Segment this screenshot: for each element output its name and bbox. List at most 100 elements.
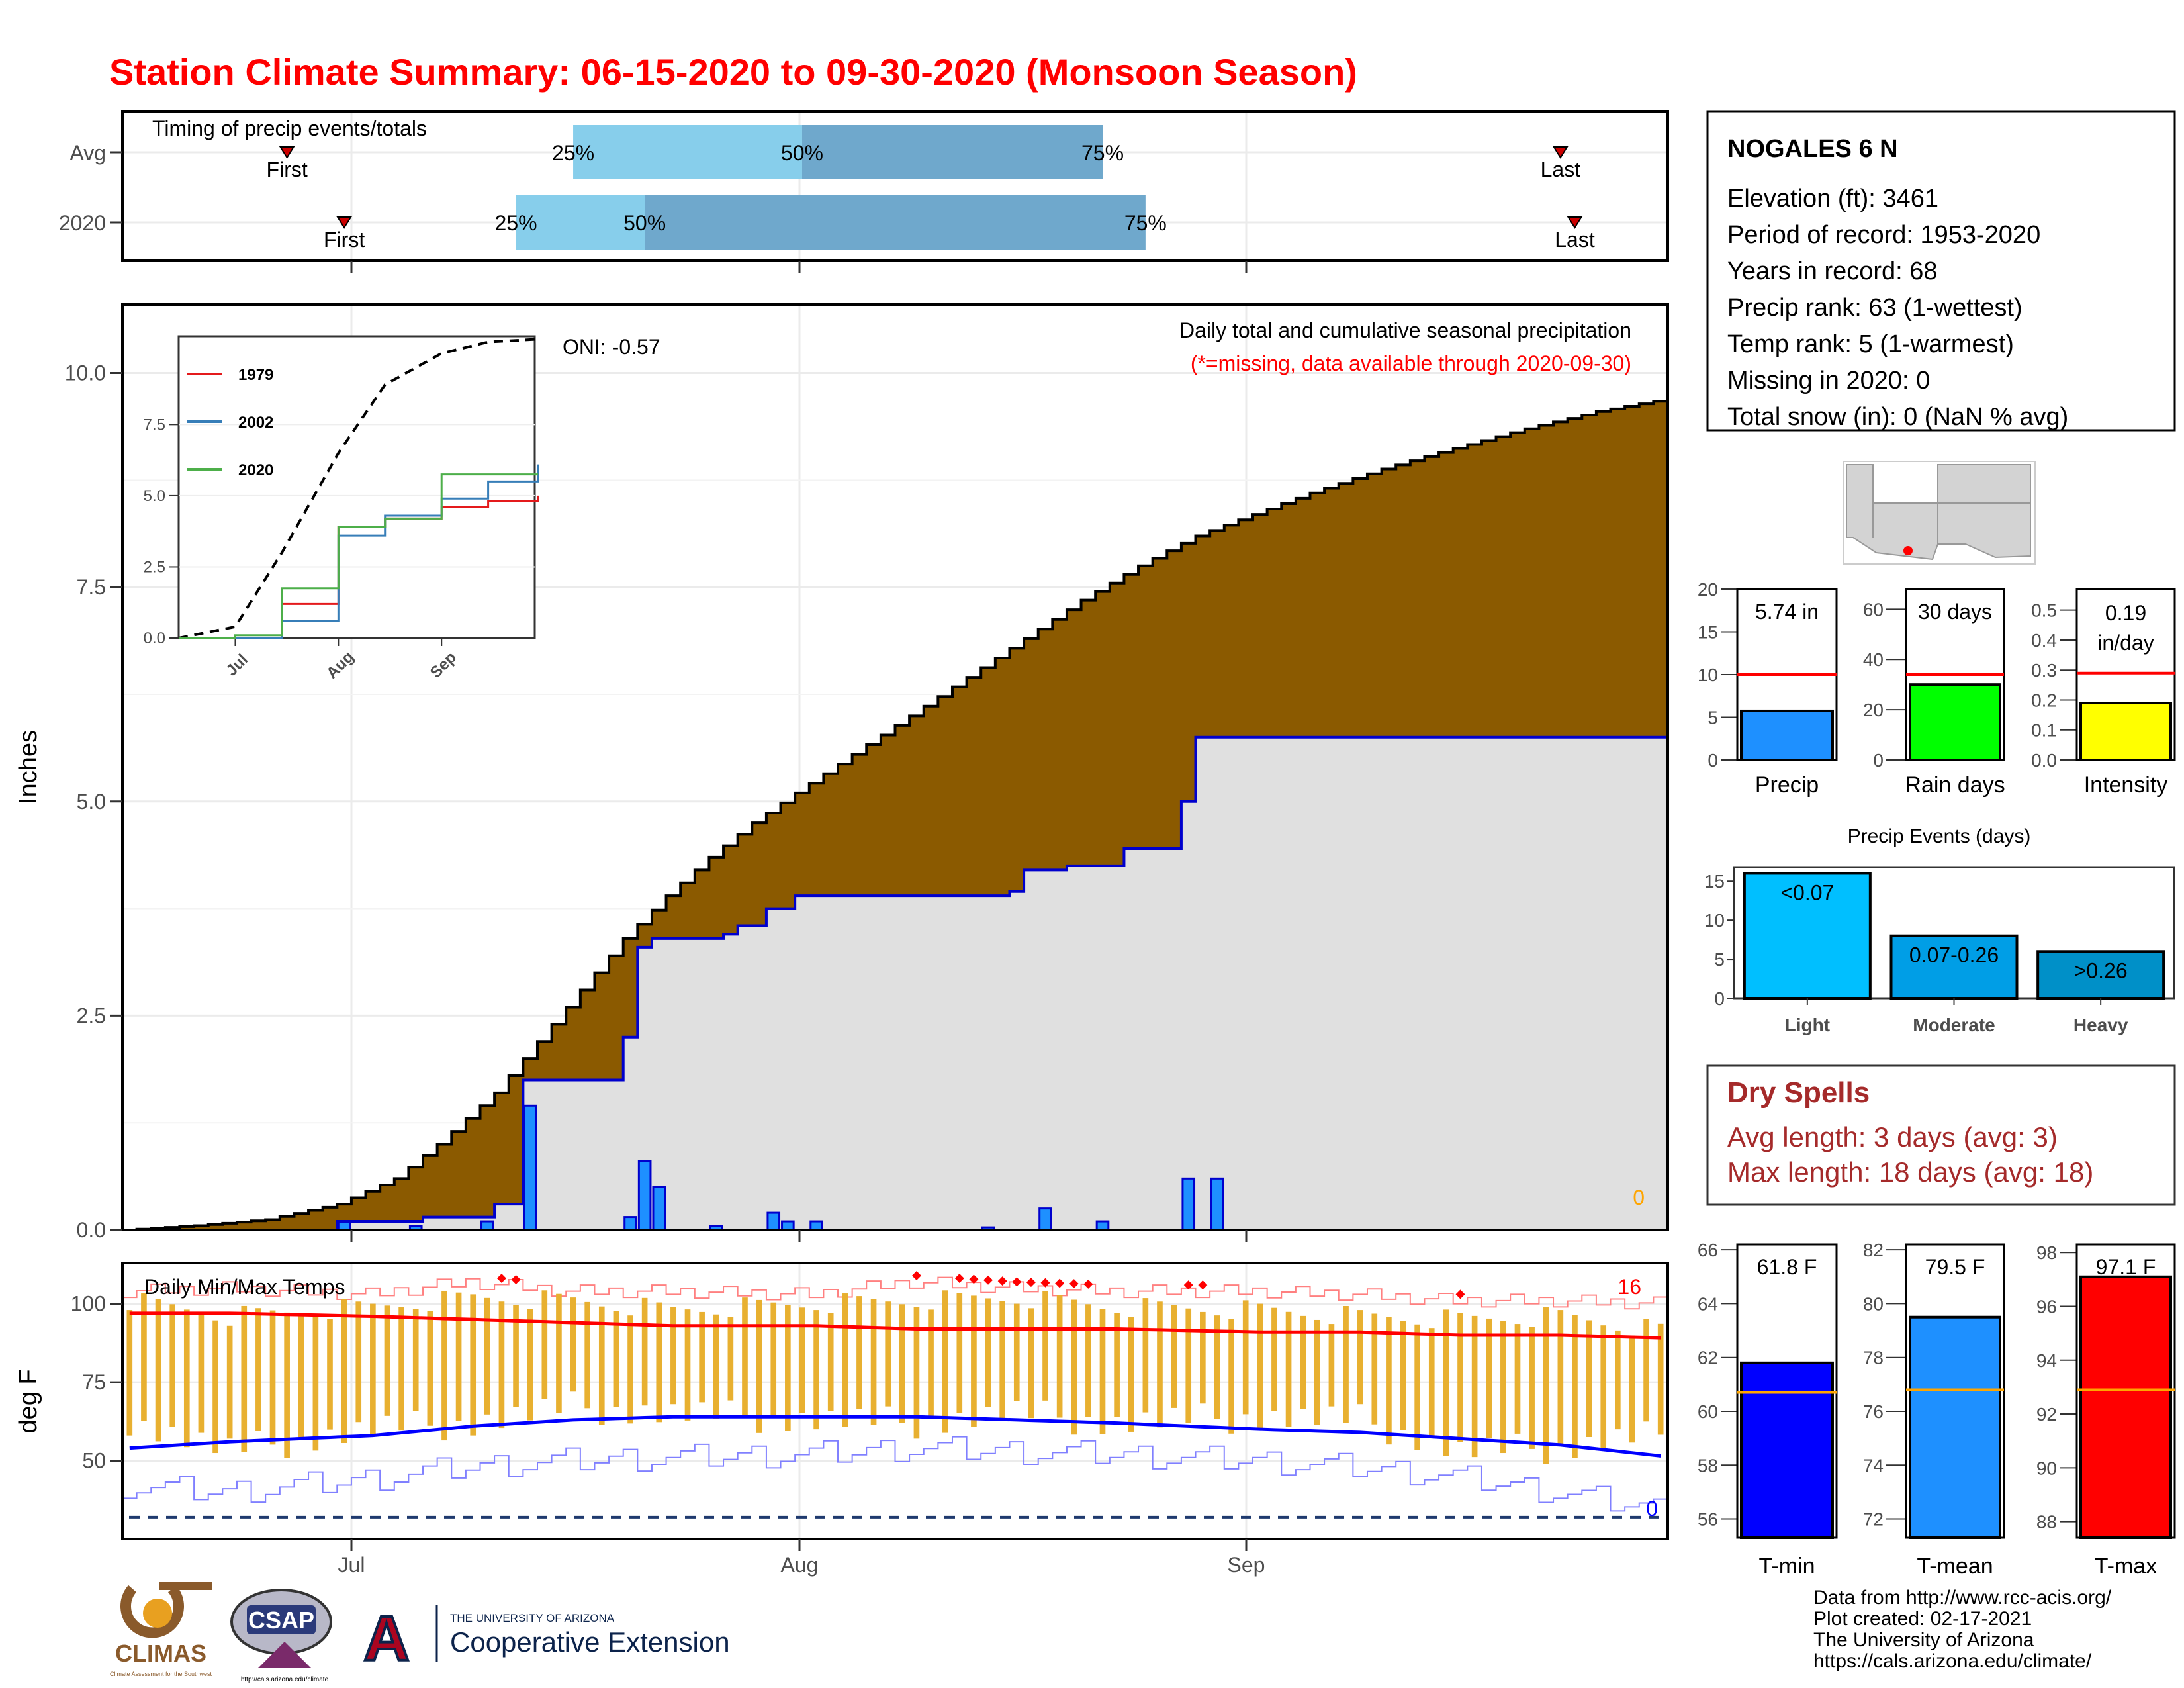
daily-temp-bar xyxy=(298,1315,304,1437)
daily-temp-bar xyxy=(441,1290,447,1441)
daily-temp-bar xyxy=(384,1305,390,1416)
cumulative-2020-line xyxy=(122,735,1668,1231)
gauge-tick: 82 xyxy=(1863,1240,1884,1260)
record-high-marker xyxy=(1455,1289,1465,1299)
gauge-label: Rain days xyxy=(1905,773,2005,798)
oni-value: ONI: -0.57 xyxy=(563,335,660,359)
gauge-value: 30 days xyxy=(1918,600,1992,624)
gauge-tick: 20 xyxy=(1863,700,1884,720)
daily-precip-bar xyxy=(623,1216,637,1231)
y-axis-title-inches: Inches xyxy=(15,730,42,804)
timing-marker-first xyxy=(336,216,352,229)
gauge-bar xyxy=(1740,1361,1834,1539)
y-tick-degf: 75 xyxy=(82,1370,106,1394)
daily-temp-bar xyxy=(1486,1318,1492,1438)
gauge-value: 5.74 in xyxy=(1755,600,1819,624)
y-tick-degf: 50 xyxy=(82,1449,106,1473)
gauge-tick: 66 xyxy=(1698,1240,1718,1260)
gauge-tick: 56 xyxy=(1698,1509,1718,1530)
daily-temp-bar xyxy=(370,1303,376,1436)
record-high-marker xyxy=(1083,1279,1093,1289)
daily-temp-bar xyxy=(241,1305,248,1452)
daily-temp-bar xyxy=(1214,1315,1220,1419)
daily-temp-bar xyxy=(885,1301,891,1407)
gauge-tick: 10 xyxy=(1698,665,1718,685)
logo-climas: CLIMAS Climate Assessment for the Southw… xyxy=(110,1582,212,1677)
daily-temp-bar xyxy=(284,1312,290,1458)
daily-precip-bar xyxy=(652,1186,666,1231)
daily-temp-bar xyxy=(269,1310,276,1445)
timing-label-p75: 75% xyxy=(1124,211,1167,235)
x-tick-aug: Aug xyxy=(781,1553,819,1577)
station-line-snow: Total snow (in): 0 (NaN % avg) xyxy=(1727,403,2068,431)
gauge-value: 97.1 F xyxy=(2096,1255,2156,1279)
precip-chart: Daily total and cumulative seasonal prec… xyxy=(15,303,1669,1242)
daily-temp-bar xyxy=(1171,1305,1177,1408)
gauge-label: T-mean xyxy=(1917,1554,1993,1579)
daily-precip-bar xyxy=(523,1104,537,1231)
footer-line-url: https://cals.arizona.edu/climate/ xyxy=(1813,1650,2092,1672)
station-line-precip-rank: Precip rank: 63 (1-wettest) xyxy=(1727,294,2023,322)
daily-temp-bar xyxy=(398,1307,404,1431)
gauge-bar xyxy=(1909,1315,2001,1539)
record-high-count: 16 xyxy=(1617,1275,1641,1299)
daily-temp-bar xyxy=(1400,1321,1406,1430)
timing-label-p25: 25% xyxy=(495,211,537,235)
daily-temp-bar xyxy=(713,1314,719,1419)
timing-marker-last xyxy=(1567,216,1583,229)
daily-precip-bar xyxy=(1038,1207,1052,1231)
gauge-label: T-min xyxy=(1759,1554,1815,1579)
daily-temp-bar xyxy=(427,1311,433,1426)
inset-legend-label-1979: 1979 xyxy=(238,366,273,384)
dry-spells-max: Max length: 18 days (avg: 18) xyxy=(1727,1156,2093,1188)
daily-temp-bar xyxy=(899,1304,905,1423)
record-high-marker xyxy=(1040,1278,1050,1288)
record-high-marker xyxy=(1026,1278,1036,1288)
gauge-label: Intensity xyxy=(2084,773,2168,798)
timing-row-label-avg: Avg xyxy=(69,141,106,165)
daily-temp-bar xyxy=(341,1299,347,1443)
gauge-value-unit: in/day xyxy=(2097,631,2154,655)
daily-temp-bar xyxy=(699,1311,705,1403)
ua-line1: THE UNIVERSITY OF ARIZONA xyxy=(450,1612,615,1624)
timing-row-label-2020: 2020 xyxy=(59,211,106,235)
y-tick-inches: 7.5 xyxy=(77,575,106,599)
daily-temp-bar xyxy=(656,1302,662,1423)
daily-temp-bar xyxy=(455,1292,462,1421)
inset-average-line xyxy=(178,338,539,639)
daily-temp-bar xyxy=(255,1308,261,1431)
daily-temp-bar xyxy=(1242,1300,1249,1415)
daily-temp-bar xyxy=(870,1299,877,1425)
events-y-tick: 0 xyxy=(1714,988,1725,1009)
daily-precip-bar xyxy=(637,1160,652,1231)
daily-temp-bar xyxy=(498,1301,505,1429)
daily-temp-bar xyxy=(1271,1307,1277,1411)
events-range-light: <0.07 xyxy=(1780,880,1834,904)
daily-temp-bar xyxy=(141,1293,147,1421)
gauge-bar xyxy=(1740,709,1834,761)
daily-temp-bar xyxy=(1300,1315,1306,1409)
gauge-bar xyxy=(1909,683,2001,762)
record-high-marker xyxy=(1183,1280,1193,1290)
record-high-marker xyxy=(496,1274,506,1284)
gauge-bar xyxy=(2079,1275,2172,1539)
ua-block-a: A xyxy=(363,1603,409,1674)
dry-spells-avg: Avg length: 3 days (avg: 3) xyxy=(1727,1121,2058,1152)
daily-temp-bar xyxy=(155,1299,161,1442)
events-label-moderate: Moderate xyxy=(1913,1015,1995,1035)
gauge-tick: 90 xyxy=(2036,1458,2057,1478)
record-high-marker xyxy=(911,1270,921,1280)
gauge-tick: 0.2 xyxy=(2031,690,2057,710)
timing-label-last: Last xyxy=(1541,158,1581,181)
daily-temp-bar xyxy=(928,1309,934,1419)
inset-y-tick: 7.5 xyxy=(144,416,165,434)
avg-cumulative-line xyxy=(122,400,1668,1231)
timing-label-last: Last xyxy=(1555,228,1595,252)
events-y-tick: 10 xyxy=(1704,910,1725,931)
ua-line2: Cooperative Extension xyxy=(450,1626,730,1658)
record-high-line xyxy=(122,1276,1668,1310)
gauge-tick: 20 xyxy=(1698,579,1718,600)
daily-temp-bar xyxy=(1414,1324,1420,1450)
daily-temp-bar xyxy=(1543,1307,1549,1464)
station-line-period: Period of record: 1953-2020 xyxy=(1727,221,2040,249)
